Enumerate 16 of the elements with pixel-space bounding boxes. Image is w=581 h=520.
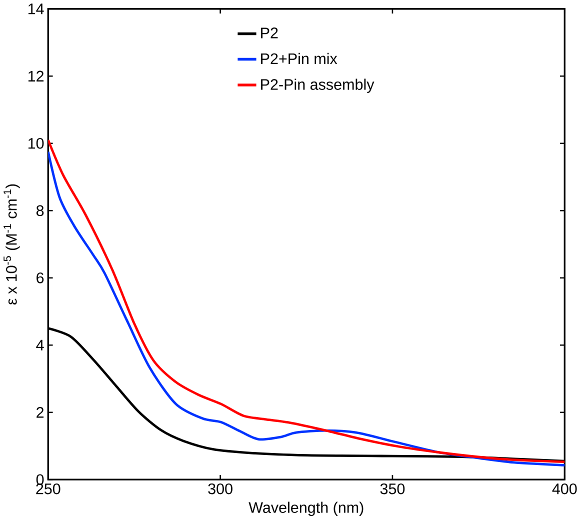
y-tick-label: 4: [36, 340, 44, 351]
y-tick-label: 8: [36, 205, 44, 216]
y-tick-label: 12: [28, 70, 44, 82]
x-tick-label: 300: [208, 484, 232, 494]
x-axis-title: Wavelength (nm): [248, 502, 364, 516]
x-tick-label: 250: [36, 484, 60, 494]
legend-label: P2-Pin assembly: [261, 78, 374, 94]
legend-label: P2+Pin mix: [261, 53, 338, 64]
y-tick-label: 6: [36, 272, 44, 284]
x-tick-label: 350: [380, 484, 405, 494]
legend-label: P2: [261, 28, 278, 38]
y-tick-label: 10: [28, 138, 44, 149]
y-axis-title: ε x 10$^{-5}$ (M$^{-1}$ cm$^{-1}$): [4, 184, 20, 305]
y-tick-label: 14: [28, 4, 44, 14]
x-tick-label: 400: [552, 484, 577, 494]
y-tick-label: 2: [36, 407, 44, 418]
